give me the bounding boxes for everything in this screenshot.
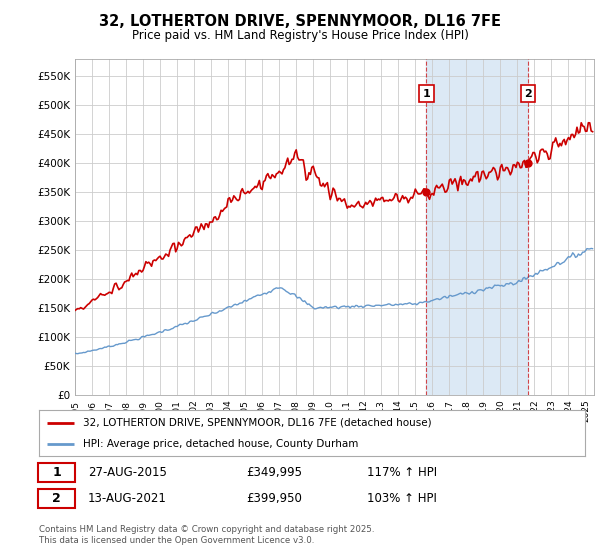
Text: 27-AUG-2015: 27-AUG-2015 — [88, 466, 167, 479]
Text: Contains HM Land Registry data © Crown copyright and database right 2025.
This d: Contains HM Land Registry data © Crown c… — [39, 525, 374, 545]
FancyBboxPatch shape — [38, 463, 75, 482]
Text: 32, LOTHERTON DRIVE, SPENNYMOOR, DL16 7FE (detached house): 32, LOTHERTON DRIVE, SPENNYMOOR, DL16 7F… — [83, 418, 431, 428]
Text: 1: 1 — [52, 466, 61, 479]
Bar — [427, 59, 528, 395]
Text: £399,950: £399,950 — [247, 492, 302, 505]
Text: 13-AUG-2021: 13-AUG-2021 — [88, 492, 167, 505]
Text: 2: 2 — [52, 492, 61, 505]
Text: 117% ↑ HPI: 117% ↑ HPI — [367, 466, 437, 479]
Text: 2: 2 — [524, 88, 532, 99]
FancyBboxPatch shape — [38, 489, 75, 508]
Text: Price paid vs. HM Land Registry's House Price Index (HPI): Price paid vs. HM Land Registry's House … — [131, 29, 469, 42]
Text: 1: 1 — [422, 88, 430, 99]
Text: 32, LOTHERTON DRIVE, SPENNYMOOR, DL16 7FE: 32, LOTHERTON DRIVE, SPENNYMOOR, DL16 7F… — [99, 14, 501, 29]
Text: £349,995: £349,995 — [247, 466, 302, 479]
Text: HPI: Average price, detached house, County Durham: HPI: Average price, detached house, Coun… — [83, 439, 358, 449]
Text: 103% ↑ HPI: 103% ↑ HPI — [367, 492, 436, 505]
